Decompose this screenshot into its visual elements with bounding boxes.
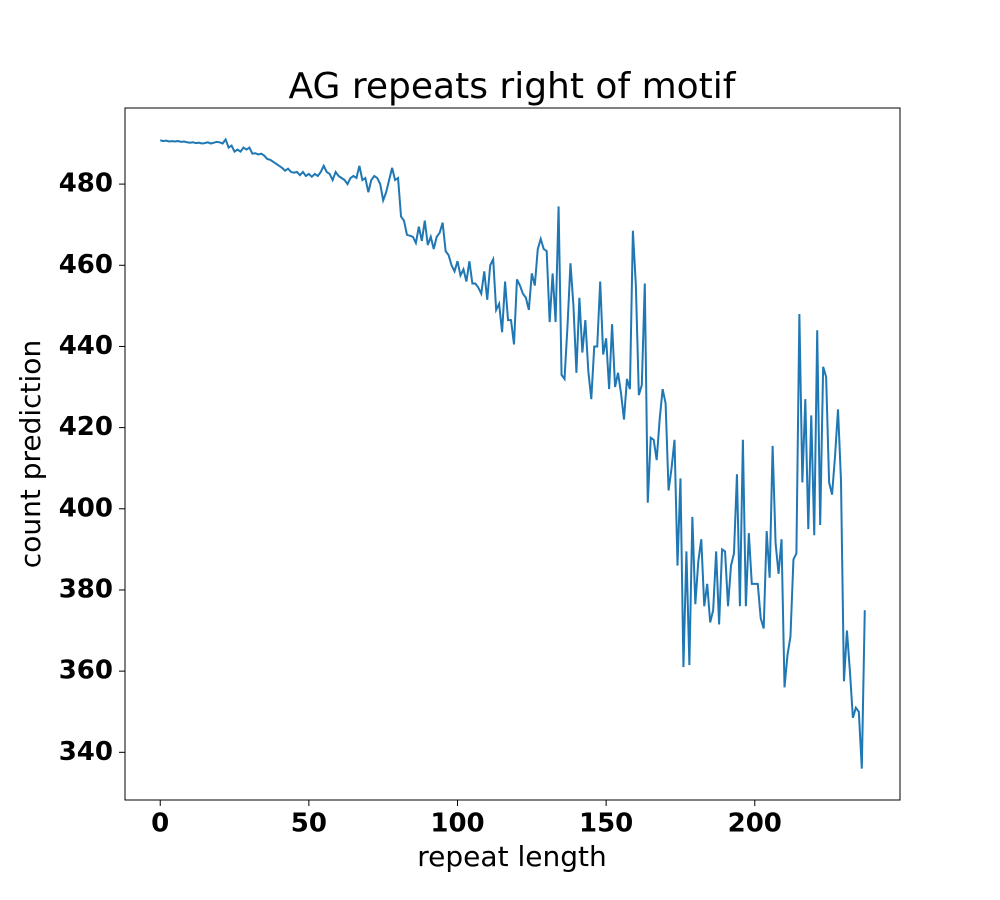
y-tick-label: 420 (59, 412, 113, 442)
y-tick-label: 360 (59, 656, 113, 686)
x-axis-label: repeat length (417, 840, 606, 873)
chart-title: AG repeats right of motif (289, 66, 737, 107)
y-tick-label: 480 (59, 169, 113, 199)
x-tick-label: 0 (151, 809, 169, 839)
x-tick-label: 50 (291, 809, 327, 839)
y-tick-label: 380 (59, 574, 113, 604)
y-tick-label: 400 (59, 493, 113, 523)
data-line (159, 137, 866, 769)
y-axis-label: count prediction (14, 340, 47, 568)
y-tick-label: 340 (59, 737, 113, 767)
x-tick-label: 150 (579, 809, 633, 839)
y-tick-label: 460 (59, 250, 113, 280)
x-tick-label: 100 (430, 809, 484, 839)
y-tick-label: 440 (59, 331, 113, 361)
x-tick-label: 200 (728, 809, 782, 839)
plot-frame (124, 107, 901, 801)
